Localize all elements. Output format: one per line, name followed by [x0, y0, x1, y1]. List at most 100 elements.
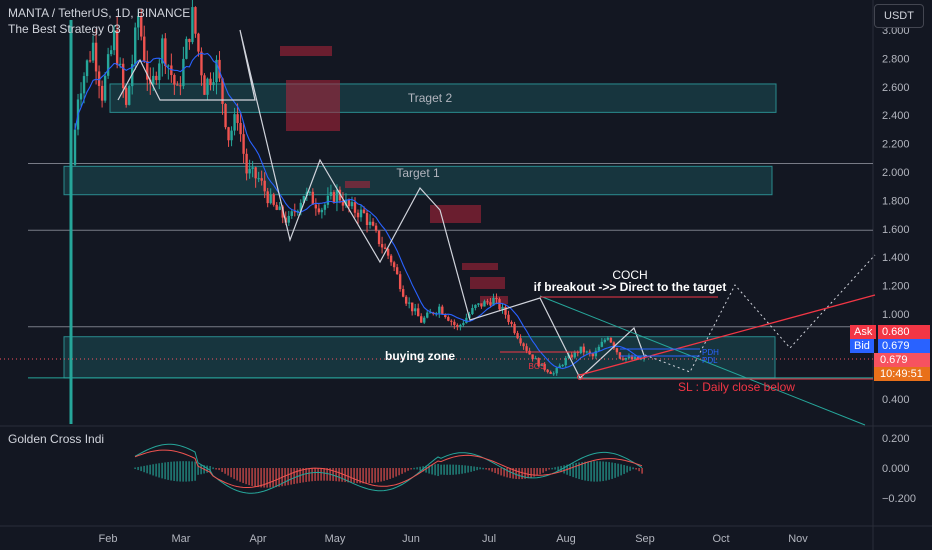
y-tick-label: 3.000 — [882, 25, 910, 37]
osc-histogram-bar — [533, 468, 535, 477]
osc-histogram-bar — [605, 461, 607, 481]
candle-body — [124, 88, 128, 105]
osc-histogram-bar — [200, 464, 202, 475]
indicator-title: Golden Cross Indi — [8, 432, 105, 446]
candle-body — [82, 76, 86, 94]
candle-body — [353, 202, 357, 213]
osc-histogram-bar — [587, 461, 589, 482]
candle-body — [118, 63, 122, 65]
osc-histogram-bar — [509, 468, 511, 479]
osc-histogram-bar — [620, 464, 622, 476]
currency-button[interactable]: USDT — [874, 4, 924, 28]
osc-histogram-bar — [479, 467, 481, 470]
osc-histogram-bar — [359, 468, 361, 484]
candle-body — [146, 61, 149, 80]
candle-body — [323, 204, 327, 210]
osc-histogram-bar — [629, 466, 631, 471]
candle-body — [414, 308, 417, 312]
candle-body — [134, 27, 137, 65]
candle-body — [106, 54, 110, 76]
osc-histogram-bar — [500, 468, 502, 476]
osc-histogram-bar — [257, 468, 259, 488]
candle-body — [320, 209, 324, 213]
candle-body — [365, 213, 369, 226]
osc-tick-label: 0.200 — [882, 433, 910, 445]
candle-body — [374, 225, 378, 231]
osc-histogram-bar — [341, 468, 343, 482]
osc-histogram-bar — [251, 468, 253, 486]
osc-histogram-bar — [245, 468, 247, 485]
osc-histogram-bar — [473, 466, 475, 472]
ask-value: 0.680 — [878, 325, 930, 339]
x-tick-label: Mar — [172, 533, 191, 545]
zone-box — [63, 336, 776, 379]
candle-body — [549, 372, 552, 374]
osc-histogram-bar — [539, 468, 541, 475]
osc-histogram-bar — [206, 465, 208, 473]
candle-body — [152, 75, 155, 84]
osc-histogram-bar — [224, 468, 226, 474]
candle-body — [389, 255, 393, 263]
candle-body — [263, 180, 266, 192]
osc-histogram-bar — [416, 467, 418, 470]
osc-histogram-bar — [380, 468, 382, 482]
osc-histogram-bar — [158, 463, 160, 478]
osc-histogram-bar — [485, 468, 487, 470]
candle-body — [209, 78, 212, 86]
osc-histogram-bar — [455, 464, 457, 475]
candle-body — [85, 60, 89, 77]
osc-histogram-bar — [356, 468, 358, 484]
osc-histogram-bar — [635, 468, 637, 470]
candle-body — [245, 153, 248, 174]
osc-histogram-bar — [311, 468, 313, 482]
osc-histogram-bar — [494, 468, 496, 474]
osc-histogram-bar — [242, 468, 244, 484]
candle-body — [347, 199, 351, 207]
osc-histogram-bar — [395, 468, 397, 477]
candle-body — [344, 199, 348, 206]
osc-histogram-bar — [617, 463, 619, 477]
osc-histogram-bar — [296, 468, 298, 484]
candle-body — [582, 346, 585, 353]
candle-body — [194, 7, 197, 34]
osc-histogram-bar — [407, 468, 409, 471]
candle-body — [504, 306, 507, 315]
osc-histogram-bar — [404, 468, 406, 473]
candle-body — [164, 38, 167, 67]
osc-histogram-bar — [272, 468, 274, 488]
osc-histogram-bar — [575, 462, 577, 479]
osc-histogram-bar — [392, 468, 394, 478]
candle-body — [410, 302, 414, 312]
candle-body — [197, 33, 200, 52]
osc-histogram-bar — [209, 466, 211, 472]
supply-box — [286, 80, 340, 131]
candle-body — [79, 93, 83, 100]
osc-histogram-bar — [581, 462, 583, 480]
osc-histogram-bar — [320, 468, 322, 481]
osc-histogram-bar — [548, 468, 550, 470]
osc-histogram-bar — [611, 462, 613, 479]
zone-box — [109, 83, 777, 113]
candle-body — [591, 353, 595, 357]
osc-fast-line — [134, 443, 643, 494]
candle-body — [224, 103, 227, 128]
candle-body — [206, 78, 209, 95]
candle-body — [564, 357, 567, 366]
osc-histogram-bar — [323, 468, 325, 481]
candle-body — [140, 15, 143, 37]
candle-body — [236, 114, 239, 123]
osc-histogram-bar — [278, 468, 280, 487]
candle-body — [383, 247, 387, 249]
osc-histogram-bar — [368, 468, 370, 484]
osc-histogram-bar — [602, 461, 604, 482]
candle-body — [115, 30, 119, 65]
candle-body — [507, 314, 510, 323]
candle-body — [91, 42, 95, 61]
breakout-label: if breakout ->> Direct to the target — [534, 280, 727, 294]
osc-histogram-bar — [164, 462, 166, 480]
candle-body — [215, 59, 218, 83]
osc-histogram-bar — [185, 461, 187, 482]
candle-body — [570, 354, 573, 358]
osc-histogram-bar — [314, 468, 316, 481]
